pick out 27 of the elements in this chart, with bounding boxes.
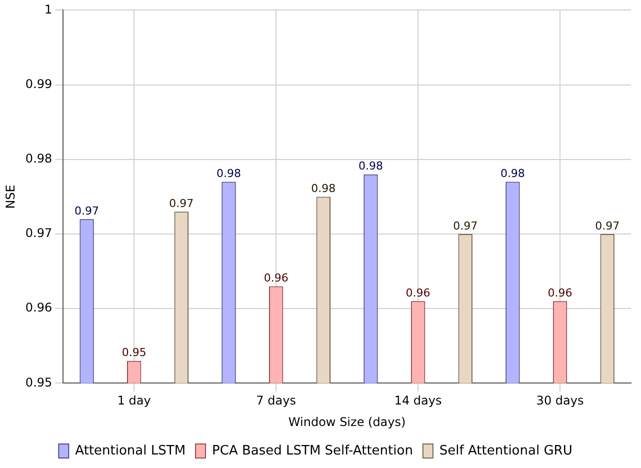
x-tick-label: 30 days (536, 394, 584, 408)
data-label: 0.97 (595, 219, 620, 232)
y-tick-label: 0.97 (25, 226, 52, 240)
data-label: 0.98 (216, 167, 241, 180)
data-label: 0.96 (548, 286, 572, 300)
legend-label: Self Attentional GRU (439, 443, 572, 458)
y-tick-label: 1 (44, 2, 52, 16)
legend-label: PCA Based LSTM Self-Attention (212, 443, 413, 458)
data-label: 0.96 (406, 286, 430, 300)
x-tick-label: 14 days (394, 394, 442, 408)
data-label: 0.95 (122, 346, 146, 360)
data-label: 0.96 (264, 272, 288, 285)
legend-label: Attentional LSTM (75, 443, 186, 458)
data-label: 0.97 (169, 196, 194, 210)
y-tick-label: 0.95 (25, 375, 52, 390)
data-label: 0.97 (74, 204, 100, 218)
y-axis-title: NSE (3, 184, 18, 209)
data-label: 0.97 (453, 219, 478, 232)
x-tick-label: 1 day (117, 394, 151, 408)
y-tick-label: 0.99 (25, 76, 52, 91)
data-label: 0.98 (311, 182, 336, 196)
y-tick-label: 0.96 (25, 300, 52, 315)
data-label: 0.98 (500, 167, 525, 180)
data-label: 0.98 (358, 160, 383, 173)
x-axis-title: Window Size (days) (288, 414, 406, 429)
x-tick-label: 7 days (256, 394, 296, 408)
y-tick-label: 0.98 (25, 152, 52, 166)
